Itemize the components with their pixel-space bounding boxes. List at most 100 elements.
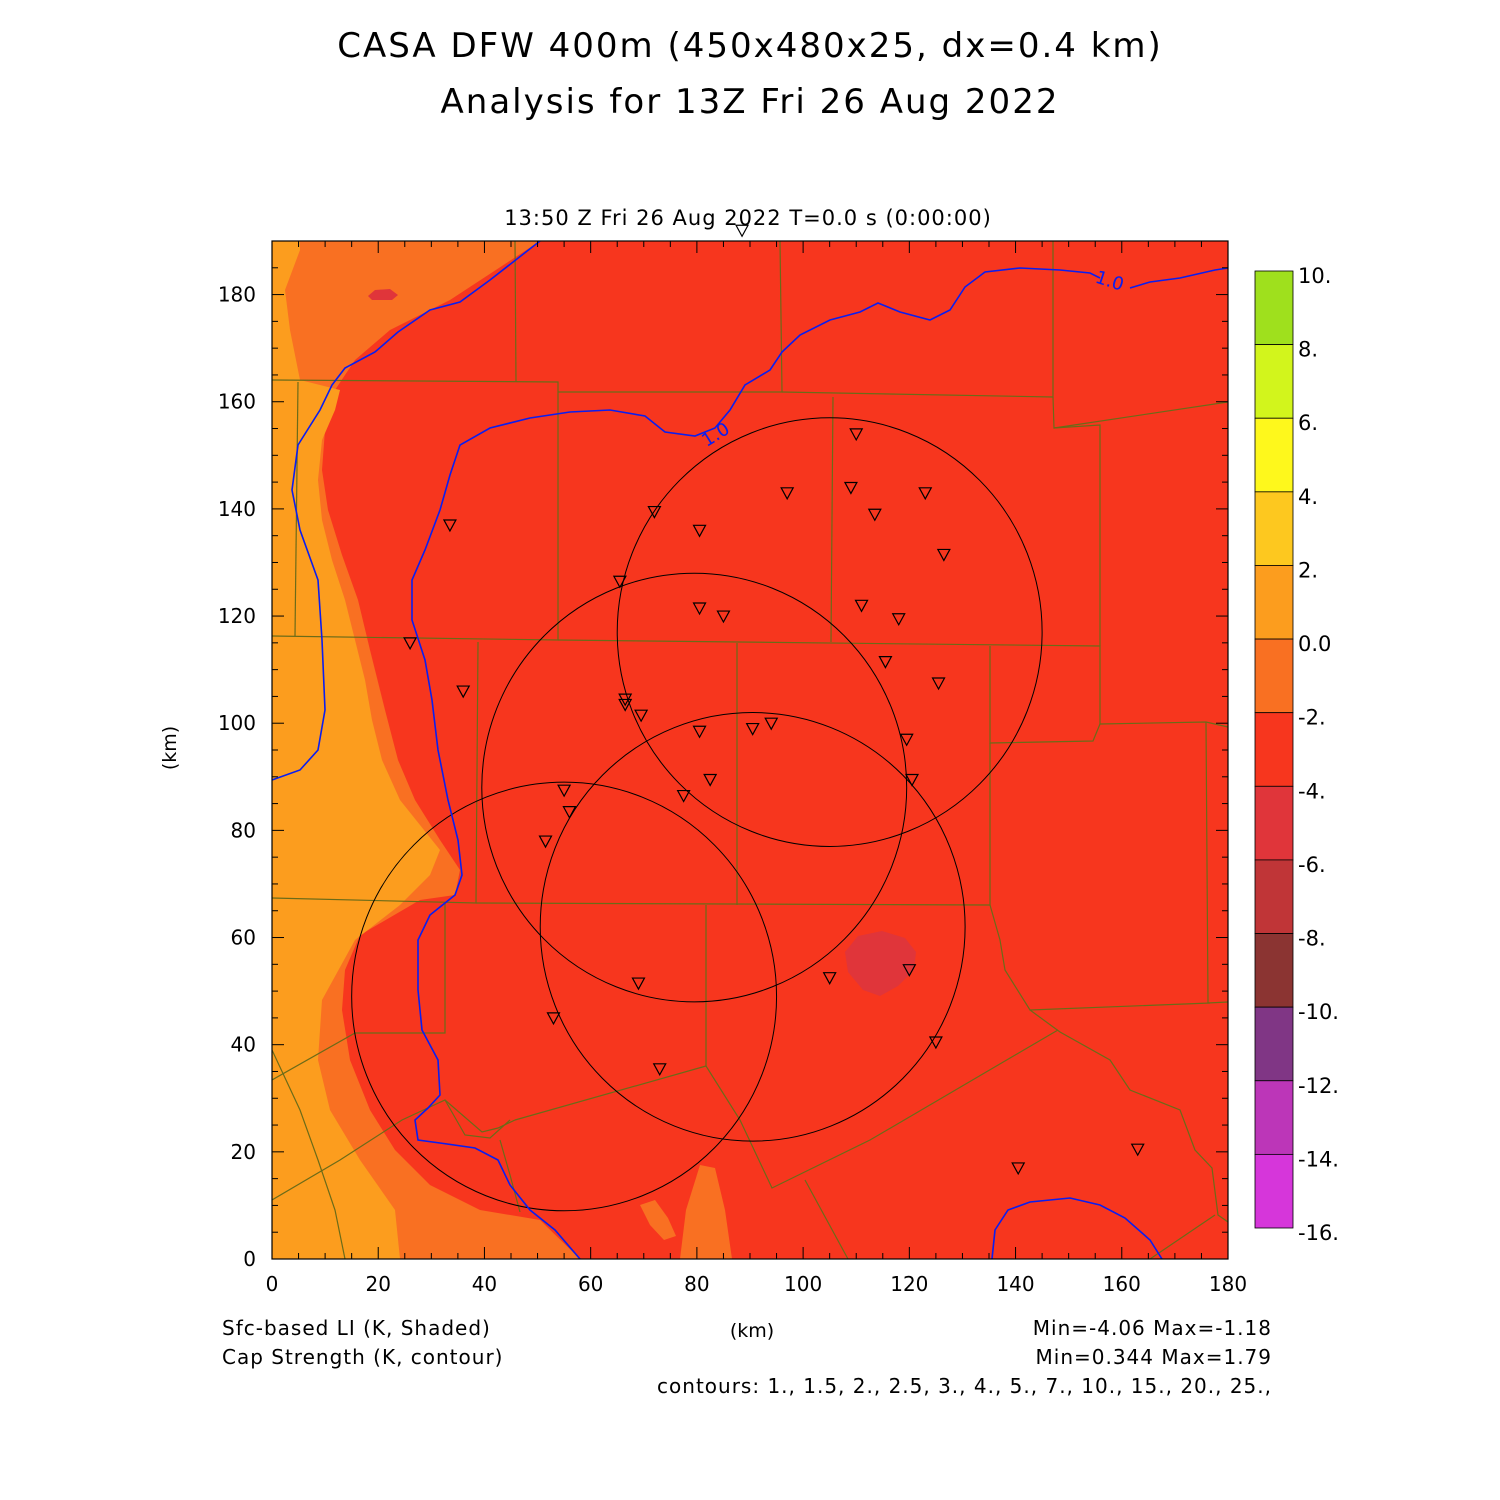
chart-title-line1: CASA DFW 400m (450x480x25, dx=0.4 km)	[337, 26, 1163, 66]
county-line	[830, 396, 834, 643]
station-marker	[403, 637, 418, 651]
station-marker	[647, 505, 662, 519]
x-tick-label: 60	[578, 1272, 603, 1296]
cap-strength-contours	[272, 241, 1228, 1259]
y-tick-label: 0	[243, 1247, 256, 1271]
y-tick-label: 40	[231, 1033, 256, 1057]
li-wedge-region-2	[640, 1200, 676, 1240]
station-marker	[634, 709, 649, 723]
station-marker	[918, 487, 933, 501]
station-marker	[612, 575, 627, 589]
x-tick-label: 0	[266, 1272, 279, 1296]
county-line	[1053, 424, 1101, 646]
x-tick-label: 140	[996, 1272, 1034, 1296]
station-marker	[745, 722, 760, 736]
footer-contour-range: Min=0.344 Max=1.79	[1035, 1345, 1272, 1369]
county-line	[272, 1049, 346, 1259]
contour-line-1	[272, 241, 541, 781]
county-line	[1029, 1009, 1228, 1223]
colorbar-swatch	[1254, 1080, 1294, 1155]
x-tick-label: 100	[784, 1272, 822, 1296]
li-small-patch	[368, 289, 398, 300]
county-line	[1149, 1214, 1216, 1259]
radar-ring-2	[481, 572, 908, 1003]
station-marker	[849, 428, 864, 442]
radar-coverage-rings	[351, 417, 1043, 1212]
axis-tick-labels: 0 20 40 60 80 100 120 140 160 180 0 20 40 60 80 100 120 1…	[218, 283, 1247, 1296]
station-marker	[631, 977, 646, 991]
colorbar	[1254, 270, 1294, 1229]
y-tick-label: 120	[218, 604, 256, 628]
station-marker	[878, 655, 893, 669]
county-line	[804, 1179, 849, 1259]
station-marker	[546, 1012, 561, 1026]
station-marker	[692, 524, 707, 538]
station-marker	[931, 677, 946, 691]
footer-shaded-field: Sfc-based LI (K, Shaded)	[222, 1316, 491, 1340]
station-markers	[403, 224, 1145, 1176]
chart-title-line2: Analysis for 13Z Fri 26 Aug 2022	[440, 82, 1060, 122]
x-tick-label: 80	[684, 1272, 709, 1296]
contour-line-3	[1129, 267, 1228, 289]
colorbar-swatch	[1254, 417, 1294, 493]
colorbar-label: -6.	[1298, 853, 1326, 877]
x-tick-label: 20	[365, 1272, 390, 1296]
colorbar-swatch	[1254, 270, 1294, 346]
colorbar-swatch	[1254, 565, 1294, 640]
colorbar-label: 4.	[1298, 485, 1318, 509]
footer-contour-list: contours: 1., 1.5, 2., 2.5, 3., 4., 5., …	[657, 1374, 1272, 1398]
y-tick-label: 100	[218, 711, 256, 735]
contour-line-2	[411, 267, 1101, 1259]
valid-time: 13:50 Z Fri 26 Aug 2022 T=0.0 s (0:00:00…	[504, 206, 992, 230]
y-tick-label: 60	[231, 926, 256, 950]
x-tick-label: 120	[890, 1272, 928, 1296]
station-marker	[735, 224, 750, 238]
y-tick-label: 140	[218, 497, 256, 521]
station-marker	[442, 519, 457, 533]
contour-line-4	[991, 1197, 1163, 1259]
colorbar-label: -14.	[1298, 1147, 1339, 1171]
county-line	[705, 1029, 1059, 1189]
colorbar-swatch	[1254, 1153, 1294, 1229]
x-axis-label: (km)	[730, 1320, 774, 1342]
county-line	[514, 241, 517, 383]
station-marker	[843, 481, 858, 495]
li-main-region	[272, 241, 1228, 1259]
station-marker	[780, 487, 795, 501]
station-marker	[618, 698, 633, 712]
colorbar-swatch	[1254, 638, 1294, 714]
station-marker	[899, 733, 914, 747]
li-minimum-blob	[845, 931, 916, 996]
li-wedge-region	[680, 1165, 732, 1259]
station-marker	[716, 610, 731, 624]
footer-shaded-range: Min=-4.06 Max=-1.18	[1032, 1316, 1272, 1340]
station-marker	[867, 508, 882, 522]
station-marker	[703, 773, 718, 787]
county-boundaries	[272, 241, 1228, 1259]
station-marker	[456, 685, 471, 699]
station-marker	[692, 602, 707, 616]
footer-contour-field: Cap Strength (K, contour)	[222, 1345, 504, 1369]
x-tick-label: 180	[1209, 1272, 1247, 1296]
station-marker	[891, 613, 906, 626]
station-marker	[764, 717, 779, 731]
colorbar-swatch	[1254, 712, 1294, 787]
colorbar-swatch	[1254, 344, 1294, 419]
colorbar-label: 2.	[1298, 558, 1318, 582]
colorbar-label: 0.0	[1298, 632, 1331, 656]
li-far-west-region	[272, 241, 440, 1259]
colorbar-swatch	[1254, 785, 1294, 861]
colorbar-label: 10.	[1298, 264, 1331, 288]
county-line	[272, 903, 446, 1081]
station-marker	[1130, 1143, 1145, 1157]
colorbar-swatch	[1254, 859, 1294, 934]
station-marker	[676, 789, 691, 803]
county-line	[989, 646, 1101, 744]
radar-ring-1	[616, 417, 1043, 847]
station-marker	[557, 784, 572, 798]
station-marker	[928, 1036, 943, 1050]
radar-ring-3	[539, 711, 966, 1142]
colorbar-labels: 10. 8. 6. 4. 2. 0.0 -2. -4. -6. -8. -10. -12. -14. -1…	[1298, 264, 1339, 1245]
x-tick-label: 40	[472, 1272, 497, 1296]
